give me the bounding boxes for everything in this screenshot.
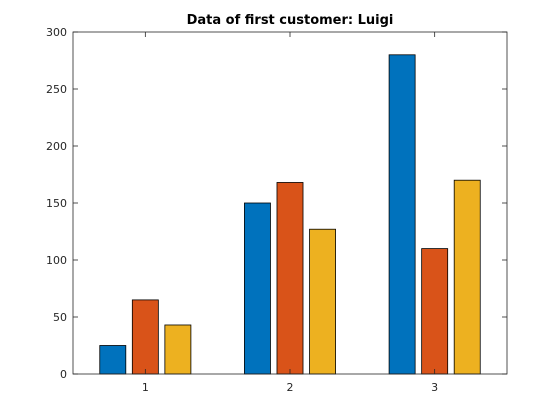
y-tick-label: 100 [46, 254, 67, 267]
x-tick-label: 1 [142, 381, 149, 394]
y-tick-label: 300 [46, 26, 67, 39]
bar-series3-cat1 [164, 324, 192, 375]
bar-series1-cat2 [244, 202, 271, 375]
y-tick-label: 150 [46, 197, 67, 210]
x-tick-label: 3 [431, 381, 438, 394]
chart-title: Data of first customer: Luigi [187, 13, 394, 28]
y-tick-label: 0 [60, 368, 67, 381]
bar-series3-cat3 [453, 179, 481, 375]
y-tick-label: 250 [46, 83, 67, 96]
bar-series2-cat1 [131, 299, 159, 375]
bar-series1-cat3 [388, 54, 416, 375]
x-tick-label: 2 [287, 381, 294, 394]
bar-series2-cat3 [421, 248, 449, 375]
bars-layer [99, 54, 481, 375]
bar-series3-cat2 [309, 228, 336, 375]
axes-layer: 0 50 100 150 200 250 300 1 2 3 [46, 26, 508, 394]
bar-series2-cat2 [276, 182, 304, 375]
y-tick-label: 200 [46, 140, 67, 153]
y-tick-label: 50 [53, 311, 67, 324]
bar-series1-cat1 [99, 345, 127, 375]
